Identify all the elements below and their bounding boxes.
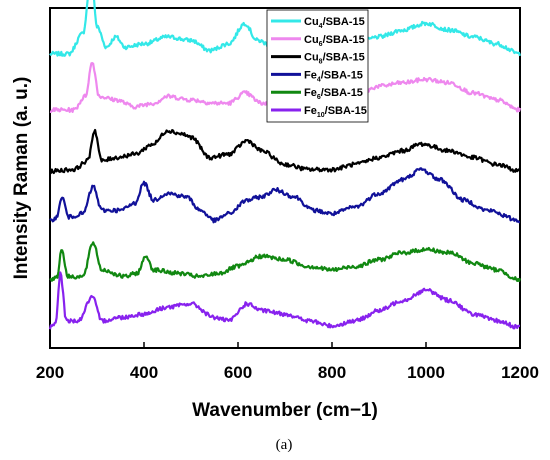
x-tick-label: 400	[130, 363, 158, 382]
series-line-4	[49, 167, 521, 224]
series-line-5	[49, 241, 522, 283]
x-tick-label: 800	[318, 363, 346, 382]
legend-label: Cu8/SBA-15	[304, 52, 365, 66]
legend-label: Cu6/SBA-15	[304, 34, 365, 48]
series-line-6	[48, 271, 521, 330]
legend-label: Fe6/SBA-15	[304, 87, 363, 101]
x-tick-label: 600	[224, 363, 252, 382]
y-axis-title: Intensity Raman (a. u.)	[11, 77, 32, 280]
x-tick-label: 200	[36, 363, 64, 382]
plot-frame	[49, 7, 521, 349]
series-line-3	[49, 128, 521, 175]
legend: Cu4/SBA-15 Cu6/SBA-15 Cu8/SBA-15 Fe4/SBA-15…	[266, 9, 369, 123]
x-tick-label: 1000	[407, 363, 445, 382]
legend-box	[266, 9, 369, 123]
figure-caption: (a)	[276, 437, 293, 453]
legend-label: Fe4/SBA-15	[304, 69, 363, 83]
legend-label: Fe10/SBA-15	[304, 105, 367, 119]
x-axis-ticks: 200 400 600 800 1000 1200	[36, 342, 539, 382]
series-layer	[48, 0, 522, 330]
x-axis-title: Wavenumber (cm−1)	[192, 400, 378, 421]
x-tick-label: 1200	[501, 363, 539, 382]
legend-label: Cu4/SBA-15	[304, 16, 365, 30]
